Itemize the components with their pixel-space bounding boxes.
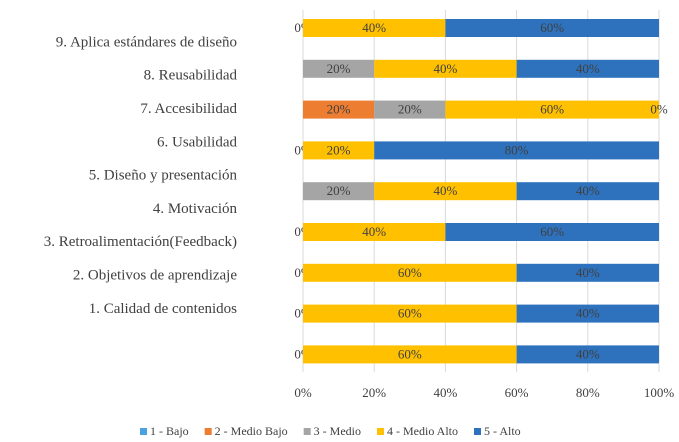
data-label: 20%	[398, 102, 422, 117]
bar-segment	[374, 182, 517, 201]
bar-segment	[445, 223, 659, 241]
x-tick-label: 20%	[362, 385, 386, 400]
bar-segment	[516, 345, 659, 364]
data-label: 0%	[650, 102, 668, 117]
legend-swatch	[377, 428, 384, 435]
data-label: 60%	[398, 346, 422, 361]
data-label: 20%	[327, 142, 351, 157]
x-tick-label: 80%	[576, 385, 600, 400]
bar-segment	[516, 59, 659, 78]
x-tick-label: 40%	[433, 385, 457, 400]
data-label: 20%	[327, 183, 351, 198]
bar-segment	[516, 182, 659, 201]
data-label: 40%	[433, 183, 457, 198]
category-label: 7. Accesibilidad	[140, 101, 237, 117]
data-label: 60%	[398, 265, 422, 280]
data-label: 40%	[433, 61, 457, 76]
legend-label: 1 - Bajo	[150, 424, 189, 438]
category-label: 3. Retroalimentación(Feedback)	[44, 234, 237, 250]
data-label: 60%	[540, 102, 564, 117]
category-label: 6. Usabilidad	[157, 134, 237, 150]
data-label: 40%	[576, 183, 600, 198]
legend-swatch	[474, 428, 481, 435]
bar-segment	[303, 263, 517, 282]
bar-segment	[516, 263, 659, 282]
data-label: 40%	[576, 346, 600, 361]
bar-segment	[374, 59, 517, 78]
bar-segment	[303, 59, 375, 78]
bar-segment	[445, 19, 659, 37]
data-label: 60%	[398, 306, 422, 321]
data-label: 20%	[327, 61, 351, 76]
data-label: 40%	[576, 265, 600, 280]
category-label: 9. Aplica estándares de diseño	[56, 34, 237, 50]
legend-label: 2 - Medio Bajo	[215, 424, 288, 438]
data-label: 60%	[540, 224, 564, 239]
x-tick-label: 100%	[644, 385, 675, 400]
bar-segment	[303, 345, 517, 364]
bar-segment	[303, 182, 375, 201]
bar-segment	[374, 141, 659, 160]
category-label: 2. Objetivos de aprendizaje	[73, 268, 237, 284]
bar-segment	[445, 100, 659, 119]
data-label: 60%	[540, 20, 564, 35]
legend-label: 5 - Alto	[484, 424, 521, 438]
data-label: 40%	[362, 20, 386, 35]
legend-label: 3 - Medio	[314, 424, 361, 438]
legend-label: 4 - Medio Alto	[387, 424, 458, 438]
data-label: 80%	[505, 142, 529, 157]
bar-segment	[303, 19, 446, 37]
data-label: 40%	[576, 306, 600, 321]
category-label: 5. Diseño y presentación	[89, 168, 238, 184]
bar-segment	[374, 100, 446, 119]
data-label: 20%	[327, 102, 351, 117]
bar-segment	[516, 304, 659, 323]
bar-segment	[303, 141, 375, 160]
legend-swatch	[303, 428, 311, 435]
x-tick-label: 0%	[294, 385, 312, 400]
data-label: 40%	[362, 224, 386, 239]
category-label: 8. Reusabilidad	[144, 68, 238, 84]
legend-swatch	[140, 428, 147, 435]
bar-segment	[303, 100, 375, 119]
x-tick-label: 60%	[505, 385, 529, 400]
legend-swatch	[204, 428, 212, 435]
bar-segment	[303, 304, 517, 323]
category-label: 4. Motivación	[153, 201, 238, 217]
bar-segment	[303, 223, 446, 241]
data-label: 40%	[576, 61, 600, 76]
category-label: 1. Calidad de contenidos	[89, 301, 237, 317]
